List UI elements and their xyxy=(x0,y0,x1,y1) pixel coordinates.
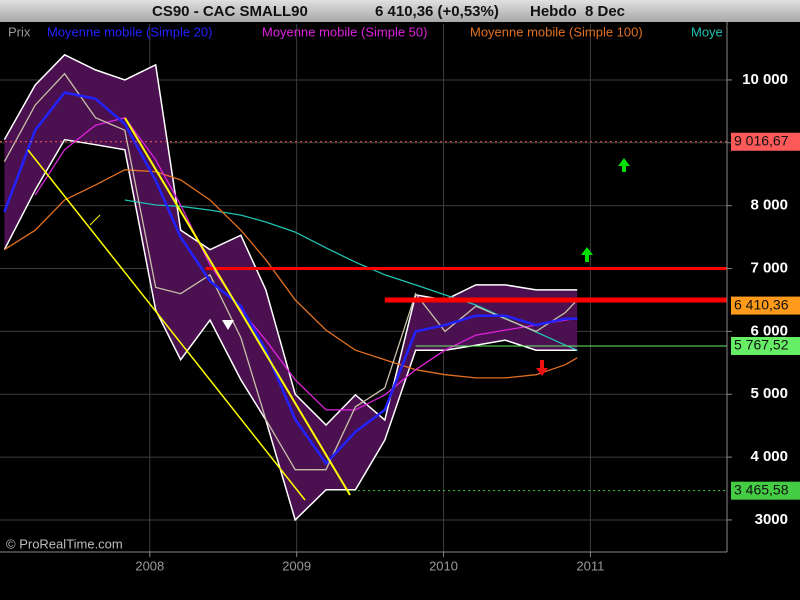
watermark: © ProRealTime.com xyxy=(6,536,123,551)
legend-entry: Moyenne mobile (Simple 100) xyxy=(470,24,643,39)
level-label: 9 016,67 xyxy=(734,132,789,148)
band-edge xyxy=(3,138,578,522)
level-tag xyxy=(731,336,800,355)
series-line xyxy=(4,169,578,379)
trend-line xyxy=(124,117,351,496)
series-line xyxy=(3,91,578,466)
x-tick-label: 2011 xyxy=(576,558,604,573)
quote: 6 410,36 (+0,53%) xyxy=(375,3,499,20)
y-tick-label: 4 000 xyxy=(750,448,788,465)
plot-area xyxy=(0,24,727,552)
x-tick-label: 2008 xyxy=(135,558,164,573)
trend-line xyxy=(27,149,306,501)
y-tick-label: 8 000 xyxy=(750,197,788,214)
instrument: CS90 - CAC SMALL90 xyxy=(152,3,308,20)
y-tick-label: 10 000 xyxy=(742,71,788,88)
x-tick-label: 2010 xyxy=(429,558,458,573)
band-edge xyxy=(3,53,578,427)
level-tag xyxy=(731,481,800,500)
level-label: 3 465,58 xyxy=(734,481,789,497)
annotations xyxy=(27,117,630,501)
title-bar xyxy=(0,0,800,22)
x-tick-label: 2009 xyxy=(282,558,311,573)
series-line xyxy=(34,116,578,411)
band-fill xyxy=(4,54,578,520)
arrow-down xyxy=(536,360,548,376)
arrow-up xyxy=(581,247,593,262)
arrow-up xyxy=(618,158,630,172)
level-label: 6 410,36 xyxy=(734,296,789,312)
legend-entry: Moye xyxy=(691,24,723,39)
y-tick-label: 5 000 xyxy=(750,385,788,402)
y-tick-label: 6 000 xyxy=(750,322,788,339)
level-tag xyxy=(731,132,800,151)
y-tick-label: 3000 xyxy=(755,511,788,528)
marker-down xyxy=(222,320,234,330)
level-label: 5 767,52 xyxy=(734,337,789,353)
legend-entry: Prix xyxy=(8,24,31,39)
period: Hebdo 8 Dec xyxy=(530,3,625,20)
legend-entry: Moyenne mobile (Simple 50) xyxy=(262,24,427,39)
legend-entry: Moyenne mobile (Simple 20) xyxy=(47,24,212,39)
trend-line xyxy=(89,214,101,226)
y-tick-label: 7 000 xyxy=(750,259,788,276)
level-tag xyxy=(731,296,800,315)
